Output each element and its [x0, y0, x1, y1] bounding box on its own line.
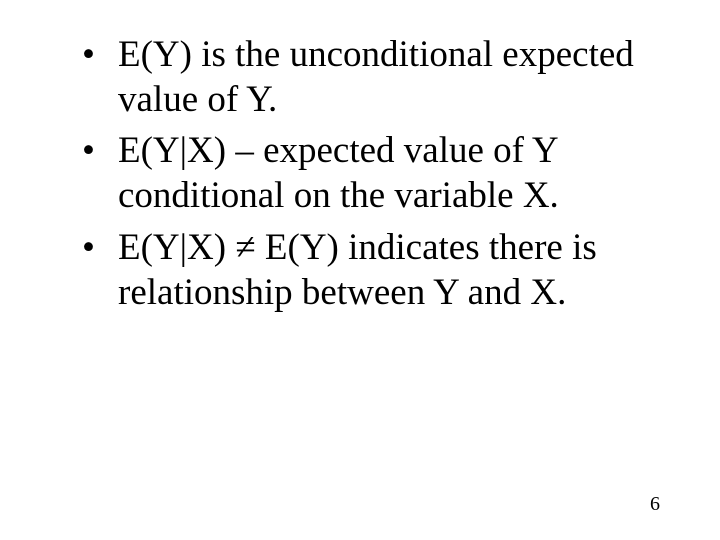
- list-item: E(Y|X) ≠ E(Y) indicates there is relatio…: [70, 225, 650, 315]
- slide: E(Y) is the unconditional expected value…: [0, 0, 720, 540]
- list-item: E(Y) is the unconditional expected value…: [70, 32, 650, 122]
- page-number: 6: [650, 493, 660, 516]
- list-item: E(Y|X) – expected value of Y conditional…: [70, 128, 650, 218]
- slide-content: E(Y) is the unconditional expected value…: [70, 32, 650, 321]
- bullet-list: E(Y) is the unconditional expected value…: [70, 32, 650, 315]
